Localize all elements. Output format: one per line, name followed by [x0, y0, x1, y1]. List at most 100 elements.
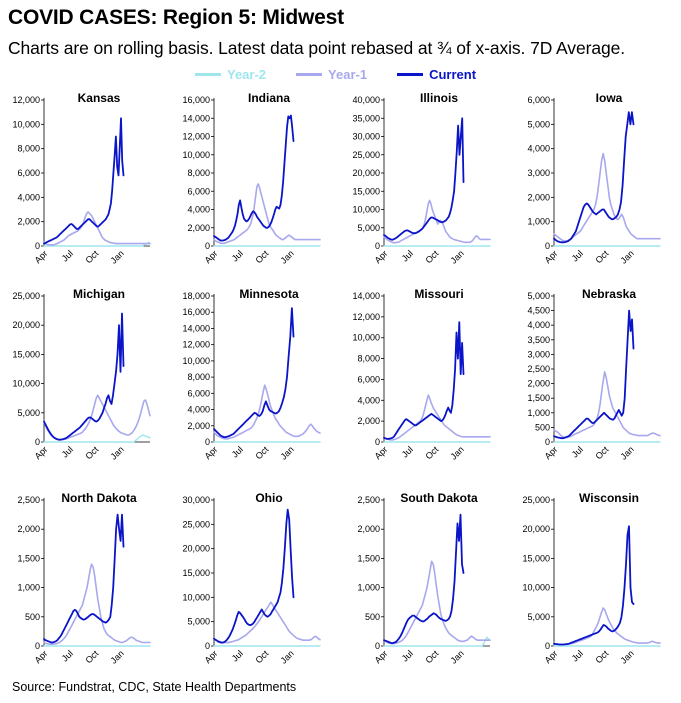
y-tick-label: 2,000: [357, 524, 380, 534]
series-line-year2: [383, 636, 491, 647]
x-tick-label: Jan: [619, 648, 636, 665]
y-tick-label: 500: [365, 612, 380, 622]
series-line-year1: [213, 601, 321, 644]
series-line-current: [553, 525, 635, 646]
y-tick-label: 1,000: [527, 408, 550, 418]
y-tick-label: 5,000: [527, 612, 550, 622]
y-tick-label: 14,000: [182, 113, 210, 123]
y-tick-label: 4,000: [17, 192, 40, 202]
chart-ohio: Ohio 0 5,000 10,000 15,000 20,000 25,000 30,000…: [182, 491, 321, 666]
y-tick-label: 500: [535, 422, 550, 432]
x-tick-label: Jul: [570, 648, 585, 663]
x-tick-label: Oct: [83, 648, 100, 665]
y-tick-label: 2,500: [527, 364, 550, 374]
y-tick-label: 15,000: [352, 186, 380, 196]
y-tick-label: 1,500: [17, 553, 40, 563]
chart-title: Iowa: [596, 91, 623, 105]
y-tick-label: 5,000: [17, 408, 40, 418]
x-tick-label: Jul: [60, 248, 75, 263]
x-tick-label: Oct: [253, 648, 270, 665]
x-tick-label: Oct: [593, 248, 610, 265]
x-tick-label: Jul: [230, 648, 245, 663]
y-tick-label: 0: [205, 437, 210, 447]
x-tick-label: Jul: [60, 444, 75, 459]
y-tick-label: 12,000: [182, 340, 210, 350]
chart-title: Missouri: [414, 287, 463, 301]
y-tick-label: 5,000: [357, 223, 380, 233]
y-tick-label: 12,000: [352, 312, 380, 322]
y-tick-label: 10,000: [352, 333, 380, 343]
y-tick-label: 1,500: [357, 553, 380, 563]
x-tick-label: Jul: [400, 648, 415, 663]
y-tick-label: 4,000: [187, 205, 210, 215]
chart-title: Illinois: [420, 91, 458, 105]
chart-wisconsin: Wisconsin05,00010,00015,00020,00025,000A…: [522, 491, 661, 666]
chart-title: North Dakota: [61, 491, 137, 505]
y-tick-label: 18,000: [182, 291, 210, 301]
y-tick-label: 0: [545, 641, 550, 651]
chart-title: Minnesota: [239, 287, 299, 301]
x-tick-label: Jul: [570, 444, 585, 459]
y-tick-label: 2,000: [187, 421, 210, 431]
x-tick-label: Jan: [619, 444, 636, 461]
x-tick-label: Jul: [400, 248, 415, 263]
legend-swatch-year2: [195, 72, 221, 76]
y-tick-label: 16,000: [182, 307, 210, 317]
chart-michigan: Michigan05,00010,00015,00020,00025,000Ap…: [12, 287, 151, 462]
y-tick-label: 8,000: [187, 168, 210, 178]
y-tick-label: 10,000: [182, 150, 210, 160]
x-tick-label: Jan: [449, 248, 466, 265]
series-line-year2: [43, 434, 151, 443]
y-tick-label: 2,500: [17, 495, 40, 505]
series-line-current: [43, 513, 125, 644]
chart-title: Indiana: [248, 91, 290, 105]
y-tick-label: 10,000: [522, 583, 550, 593]
y-tick-label: 0: [205, 641, 210, 651]
y-tick-label: 12,000: [12, 95, 40, 105]
x-tick-label: Oct: [83, 444, 100, 461]
y-tick-label: 4,000: [527, 144, 550, 154]
series-line-year2: [43, 241, 151, 247]
y-tick-label: 1,000: [527, 217, 550, 227]
y-tick-label: 8,000: [17, 144, 40, 154]
legend-label-current: Current: [429, 66, 477, 82]
legend-swatch-current: [397, 72, 424, 76]
y-tick-label: 2,000: [357, 416, 380, 426]
y-tick-label: 25,000: [522, 495, 550, 505]
chart-title: Michigan: [73, 287, 125, 301]
x-tick-label: Oct: [423, 248, 440, 265]
series-line-current: [213, 508, 295, 644]
y-tick-label: 6,000: [187, 388, 210, 398]
y-tick-label: 25,000: [12, 291, 40, 301]
y-tick-label: 2,000: [17, 217, 40, 227]
chart-title: Kansas: [78, 91, 121, 105]
y-tick-label: 15,000: [182, 568, 210, 578]
x-tick-label: Jan: [279, 248, 296, 265]
series-line-year1: [43, 563, 151, 645]
y-tick-label: 0: [375, 641, 380, 651]
x-tick-label: Oct: [253, 444, 270, 461]
y-tick-label: 35,000: [352, 113, 380, 123]
y-tick-label: 4,000: [187, 405, 210, 415]
x-tick-label: Jul: [570, 248, 585, 263]
y-tick-label: 8,000: [187, 372, 210, 382]
y-tick-label: 16,000: [182, 95, 210, 105]
y-tick-label: 40,000: [352, 95, 380, 105]
y-tick-label: 2,000: [17, 524, 40, 534]
y-tick-label: 0: [375, 437, 380, 447]
series-line-year1: [43, 394, 151, 441]
y-tick-label: 14,000: [182, 323, 210, 333]
y-tick-label: 0: [205, 241, 210, 251]
y-tick-label: 3,000: [527, 168, 550, 178]
x-tick-label: Jan: [109, 444, 126, 461]
y-tick-label: 25,000: [352, 150, 380, 160]
chart-illinois: Illinois 0 5,000 10,000 15,000 20,000 25,000 30…: [352, 91, 491, 266]
y-tick-label: 2,000: [527, 192, 550, 202]
y-tick-label: 2,000: [527, 379, 550, 389]
y-tick-label: 6,000: [17, 168, 40, 178]
y-tick-label: 8,000: [357, 354, 380, 364]
y-tick-label: 20,000: [12, 320, 40, 330]
y-tick-label: 30,000: [182, 495, 210, 505]
